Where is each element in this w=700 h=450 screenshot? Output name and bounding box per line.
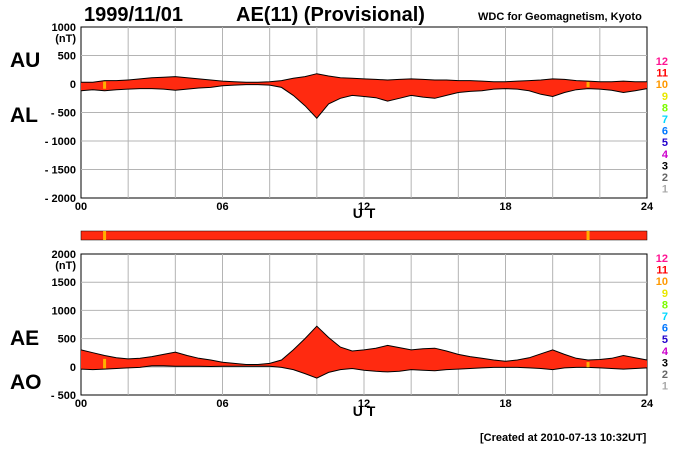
y-tick-label: 500 xyxy=(58,51,76,63)
chart-title: AE(11) (Provisional) xyxy=(236,4,425,26)
y-tick-label: 0 xyxy=(70,362,76,374)
legend-station-count: 1 xyxy=(662,184,668,196)
legend-station-count: 10 xyxy=(656,276,668,288)
x-tick-label: 12 xyxy=(358,398,370,410)
legend-station-count: 11 xyxy=(656,68,668,80)
legend-station-count: 2 xyxy=(662,369,668,381)
legend-station-count: 12 xyxy=(656,253,668,265)
legend-station-count: 5 xyxy=(662,137,668,149)
legend-station-count: 4 xyxy=(662,149,669,161)
y-unit-label: (nT) xyxy=(55,260,76,272)
ae-label: AE xyxy=(10,327,40,350)
legend-station-count: 12 xyxy=(656,56,668,68)
status-bar-flag xyxy=(103,231,107,240)
legend-station-count: 11 xyxy=(656,265,668,277)
legend-station-count: 4 xyxy=(662,346,669,358)
status-bar-flag xyxy=(586,231,590,240)
x-tick-label: 18 xyxy=(499,201,511,213)
station-flag-marker xyxy=(103,81,107,89)
source-label: WDC for Geomagnetism, Kyoto xyxy=(478,11,642,23)
legend-station-count: 9 xyxy=(662,91,668,103)
y-tick-label: 500 xyxy=(58,334,76,346)
legend-station-count: 7 xyxy=(662,114,668,126)
ao-series-line xyxy=(80,365,648,379)
legend-station-count: 8 xyxy=(662,299,668,311)
x-tick-label: 00 xyxy=(75,398,87,410)
al-series-line xyxy=(80,84,648,119)
legend-station-count: 5 xyxy=(662,334,668,346)
y-tick-label: 0 xyxy=(70,79,76,91)
y-unit-label: (nT) xyxy=(55,33,76,45)
y-tick-label: 1500 xyxy=(52,277,76,289)
index-envelope-fill xyxy=(81,326,647,379)
legend-station-count: 6 xyxy=(662,126,668,138)
index-envelope-fill xyxy=(81,73,647,119)
date-label: 1999/11/01 xyxy=(84,4,183,26)
legend-station-count: 7 xyxy=(662,311,668,323)
y-tick-label: 2000 xyxy=(52,249,76,261)
y-tick-label: 1000 xyxy=(52,305,76,317)
x-tick-label: 00 xyxy=(75,201,87,213)
au-label: AU xyxy=(10,49,41,72)
legend-station-count: 8 xyxy=(662,102,668,114)
station-flag-marker xyxy=(586,82,590,88)
x-tick-label: 24 xyxy=(641,201,654,213)
x-tick-label: 24 xyxy=(641,398,654,410)
x-tick-label: 18 xyxy=(499,398,511,410)
y-tick-label: - 500 xyxy=(51,390,76,402)
station-flag-marker xyxy=(103,358,107,369)
x-tick-label: 12 xyxy=(358,201,370,213)
x-tick-label: 06 xyxy=(216,398,228,410)
legend-station-count: 1 xyxy=(662,381,668,393)
legend-station-count: 10 xyxy=(656,79,668,91)
legend-station-count: 9 xyxy=(662,288,668,300)
al-label: AL xyxy=(10,104,38,127)
y-tick-label: - 2000 xyxy=(45,193,76,205)
station-status-bar xyxy=(80,230,648,241)
x-axis-title: U T xyxy=(353,205,376,221)
created-timestamp: [Created at 2010-07-13 10:32UT] xyxy=(480,432,647,444)
ae-series-line xyxy=(80,325,648,365)
legend-station-count: 2 xyxy=(662,172,668,184)
ao-label: AO xyxy=(10,371,42,394)
legend-station-count: 3 xyxy=(662,160,668,172)
x-axis-title: U T xyxy=(353,403,376,419)
station-flag-marker xyxy=(586,362,590,368)
au-series-line xyxy=(81,73,647,83)
legend-station-count: 3 xyxy=(662,357,668,369)
y-tick-label: - 1000 xyxy=(45,136,76,148)
legend-station-count: 6 xyxy=(662,323,668,335)
y-tick-label: - 500 xyxy=(51,108,76,120)
x-tick-label: 06 xyxy=(216,201,228,213)
y-tick-label: 1000 xyxy=(52,22,76,34)
y-tick-label: - 1500 xyxy=(45,165,76,177)
